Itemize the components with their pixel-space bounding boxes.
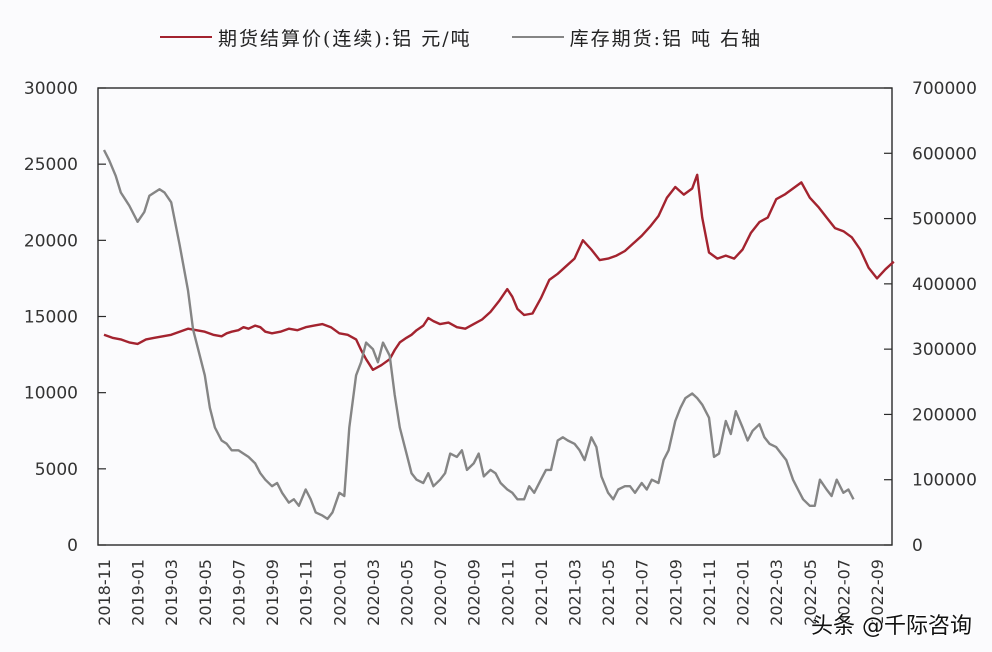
axes: 0500010000150002000025000300000100000200…	[24, 79, 977, 626]
x-tick-label: 2021-05	[599, 559, 618, 626]
plot-frame	[97, 87, 893, 546]
x-tick-label: 2020-11	[498, 559, 517, 626]
watermark: 头条 @千际咨询	[811, 614, 972, 639]
right-tick-label: 0	[912, 536, 923, 556]
x-tick-label: 2021-11	[700, 559, 719, 626]
right-tick-label: 200000	[912, 405, 977, 425]
left-tick-label: 20000	[24, 231, 78, 251]
legend-swatch-inventory	[511, 36, 564, 38]
x-tick-label: 2022-07	[834, 559, 853, 626]
x-tick-label: 2020-09	[465, 559, 484, 626]
x-tick-label: 2019-05	[196, 559, 215, 626]
x-tick-label: 2022-01	[734, 559, 753, 626]
x-tick-label: 2022-03	[767, 559, 786, 626]
x-tick-label: 2021-01	[532, 559, 551, 626]
legend-swatch-price	[160, 36, 212, 38]
x-tick-label: 2021-09	[666, 559, 685, 626]
right-tick-label: 500000	[912, 210, 977, 230]
legend-item-price: 期货结算价(连续):铝 元/吨	[160, 24, 472, 51]
x-tick-label: 2019-07	[229, 559, 248, 626]
x-tick-label: 2022-05	[801, 559, 820, 626]
right-tick-label: 400000	[912, 275, 977, 295]
right-tick-label: 600000	[912, 144, 977, 164]
right-tick-label: 100000	[912, 471, 977, 491]
right-tick-label: 700000	[912, 79, 977, 99]
left-tick-label: 15000	[24, 308, 78, 328]
x-tick-label: 2019-11	[297, 559, 316, 626]
left-tick-label: 0	[67, 536, 78, 556]
left-tick-label: 25000	[24, 155, 78, 175]
x-tick-label: 2019-09	[263, 559, 282, 626]
legend: 期货结算价(连续):铝 元/吨 库存期货:铝 吨 右轴	[160, 22, 802, 52]
legend-label-inventory: 库存期货:铝 吨 右轴	[569, 27, 763, 50]
x-tick-label: 2021-07	[633, 559, 652, 626]
price-line	[103, 173, 895, 371]
left-tick-label: 30000	[24, 79, 78, 99]
x-tick-label: 2019-03	[162, 559, 181, 626]
right-tick-label: 300000	[912, 340, 977, 360]
x-tick-label: 2020-07	[431, 559, 450, 626]
x-tick-label: 2018-11	[95, 559, 114, 626]
left-tick-label: 10000	[24, 384, 78, 404]
x-tick-label: 2020-03	[364, 559, 383, 626]
legend-item-inventory: 库存期货:铝 吨 右轴	[511, 24, 763, 51]
x-tick-label: 2019-01	[129, 559, 148, 626]
series-group	[102, 149, 895, 521]
left-tick-label: 5000	[35, 460, 78, 480]
legend-label-price: 期货结算价(连续):铝 元/吨	[218, 27, 472, 50]
x-tick-label: 2020-01	[330, 559, 349, 626]
x-tick-label: 2022-09	[868, 559, 887, 626]
x-tick-label: 2020-05	[397, 559, 416, 626]
inventory-line	[102, 149, 855, 521]
x-tick-label: 2021-03	[566, 559, 585, 626]
